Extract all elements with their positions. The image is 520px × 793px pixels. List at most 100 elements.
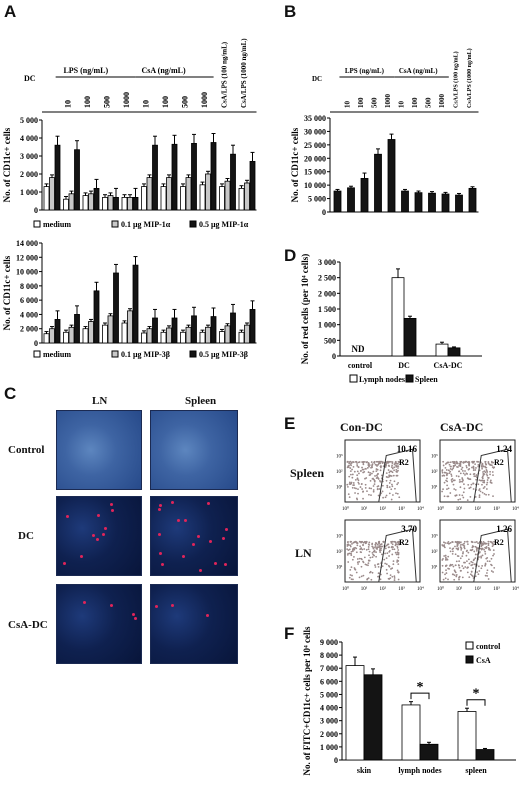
- stained-cell: [177, 518, 181, 522]
- event-dot: [490, 570, 493, 572]
- bar: [244, 182, 250, 211]
- event-dot: [349, 473, 352, 476]
- stained-cell: [92, 534, 96, 538]
- bar: [244, 324, 250, 344]
- header-csa: CsA (ng/mL): [141, 66, 186, 75]
- stained-cell: [182, 554, 186, 558]
- event-dot: [376, 546, 379, 549]
- event-dot: [493, 553, 495, 555]
- bar: [191, 142, 197, 211]
- event-dot: [493, 540, 495, 543]
- event-dot: [459, 472, 462, 475]
- bar: [455, 194, 463, 213]
- bar: [102, 196, 108, 211]
- y-tick-label: 3 000: [318, 258, 336, 267]
- event-dot: [449, 468, 452, 470]
- event-dot: [452, 467, 455, 470]
- flow-y-tick: 10³: [431, 534, 438, 540]
- event-dot: [397, 556, 400, 559]
- bar: [68, 326, 75, 344]
- event-dot: [447, 541, 450, 543]
- flow-x-tick: 10¹: [361, 506, 368, 512]
- event-dot: [348, 552, 351, 555]
- event-dot: [448, 564, 451, 567]
- event-dot: [373, 479, 376, 482]
- event-dot: [449, 550, 452, 553]
- event-dot: [474, 541, 476, 544]
- event-dot: [393, 469, 396, 472]
- event-dot: [381, 474, 383, 477]
- event-dot: [446, 484, 449, 487]
- y-axis-label: No. of CD11c+ cells: [2, 127, 12, 202]
- event-dot: [352, 550, 354, 552]
- event-dot: [475, 541, 478, 543]
- event-dot: [374, 545, 377, 547]
- bar: [121, 322, 128, 344]
- event-dot: [486, 481, 489, 484]
- event-dot: [489, 481, 492, 484]
- legend-label: medium: [43, 350, 71, 359]
- event-dot: [346, 541, 349, 544]
- event-dot: [474, 553, 477, 556]
- event-dot: [365, 540, 368, 543]
- event-dot: [474, 496, 477, 498]
- panel-label-A: A: [4, 2, 17, 21]
- event-dot: [391, 548, 394, 551]
- event-dot: [477, 465, 480, 468]
- event-dot: [388, 486, 391, 488]
- event-dot: [443, 545, 446, 548]
- event-dot: [365, 461, 368, 464]
- event-dot: [457, 548, 459, 551]
- event-dot: [382, 461, 384, 464]
- bar: [205, 326, 211, 344]
- flow-x-tick: 10²: [380, 506, 387, 512]
- flow-x-tick: 10¹: [361, 586, 368, 592]
- event-dot: [473, 460, 476, 463]
- flow-y-tick: 10²: [336, 549, 343, 555]
- event-dot: [369, 479, 372, 482]
- event-dot: [389, 470, 392, 473]
- bar: [199, 331, 206, 344]
- event-dot: [463, 547, 466, 550]
- legend-label: Spleen: [415, 375, 438, 384]
- panel-c-row-dc: DC: [18, 530, 34, 542]
- panel-e-row-ln: LN: [295, 546, 312, 560]
- event-dot: [449, 547, 451, 550]
- event-dot: [444, 466, 447, 469]
- event-dot: [487, 578, 490, 580]
- event-dot: [388, 471, 391, 474]
- event-dot: [475, 478, 478, 481]
- gate-label: R2: [399, 458, 409, 467]
- event-dot: [350, 550, 353, 553]
- event-dot: [444, 573, 446, 576]
- event-dot: [463, 487, 466, 490]
- event-dot: [350, 554, 353, 557]
- event-dot: [351, 473, 354, 476]
- event-dot: [359, 486, 362, 488]
- event-dot: [442, 488, 444, 491]
- event-dot: [475, 548, 478, 550]
- flow-x-tick: 10³: [493, 586, 500, 592]
- event-dot: [360, 575, 363, 578]
- event-dot: [484, 471, 487, 474]
- event-dot: [368, 550, 371, 553]
- bar: [210, 316, 217, 344]
- event-dot: [374, 564, 376, 567]
- event-dot: [348, 481, 351, 484]
- event-dot: [492, 549, 495, 552]
- bar: [127, 196, 133, 211]
- event-dot: [390, 542, 393, 544]
- event-dot: [481, 565, 484, 567]
- event-dot: [478, 556, 480, 558]
- event-dot: [454, 553, 457, 556]
- event-dot: [394, 462, 397, 465]
- event-dot: [478, 496, 481, 498]
- event-dot: [393, 579, 396, 581]
- event-dot: [375, 555, 378, 558]
- event-dot: [391, 462, 394, 465]
- legend-swatch: [111, 220, 119, 228]
- bar: [419, 743, 439, 761]
- event-dot: [455, 475, 458, 477]
- y-tick-label: 2 000: [318, 289, 336, 298]
- event-dot: [379, 469, 382, 472]
